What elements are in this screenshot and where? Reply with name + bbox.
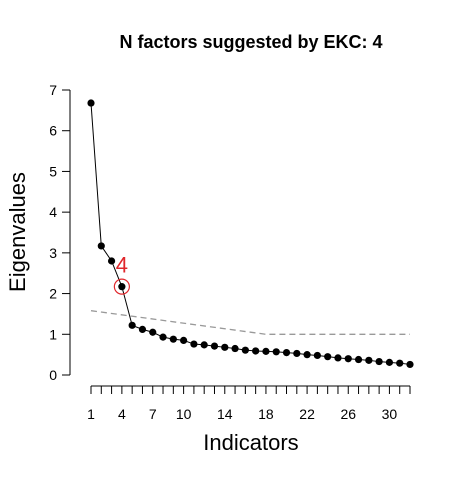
data-point: [334, 354, 342, 362]
data-point: [406, 360, 414, 369]
data-point: [149, 328, 157, 336]
x-tick-label: 30: [382, 406, 398, 422]
data-point: [210, 342, 219, 350]
y-tick-label: 0: [49, 367, 57, 383]
x-tick-label: 14: [217, 406, 233, 422]
x-axis: 1 4 7 10 14 18 22 26 30: [87, 385, 411, 422]
x-tick-label: 22: [299, 406, 315, 422]
data-point: [396, 359, 404, 367]
annotation-label: 4: [116, 253, 128, 278]
data-point: [231, 344, 239, 353]
data-point: [375, 357, 383, 366]
data-point: [252, 347, 260, 355]
y-tick-label: 5: [49, 163, 57, 179]
series-layer: [87, 99, 414, 369]
data-point: [262, 347, 270, 355]
data-point: [385, 358, 394, 366]
reference-line: [90, 310, 410, 335]
x-tick-label: 4: [118, 406, 126, 422]
y-tick-label: 7: [49, 82, 57, 98]
chart-title: N factors suggested by EKC: 4: [119, 32, 382, 52]
series-line: [90, 102, 411, 365]
x-axis-label: Indicators: [203, 430, 298, 455]
data-point: [159, 333, 167, 341]
data-point: [303, 351, 311, 359]
y-axis: 0 1 2 3 4 5 6 7: [49, 82, 71, 383]
data-point: [293, 349, 301, 358]
data-point: [221, 343, 229, 351]
annotation-marker: [113, 278, 130, 295]
x-tick-label: 1: [87, 406, 95, 422]
data-point: [344, 355, 352, 363]
data-point: [313, 351, 321, 360]
data-point: [118, 283, 126, 291]
data-point: [282, 349, 291, 357]
y-tick-label: 2: [49, 286, 57, 302]
data-point: [365, 356, 373, 364]
x-tick-label: 18: [258, 406, 274, 422]
data-point: [128, 321, 136, 329]
y-tick-label: 6: [49, 123, 57, 139]
data-point: [87, 99, 95, 107]
x-tick-label: 10: [176, 406, 192, 422]
data-point: [107, 257, 116, 265]
y-tick-label: 4: [49, 204, 57, 220]
data-point: [200, 341, 208, 349]
data-point: [241, 346, 249, 354]
data-point: [169, 335, 177, 343]
data-point: [138, 325, 147, 333]
data-point: [272, 348, 280, 356]
data-point: [97, 242, 105, 250]
data-point: [354, 355, 363, 364]
y-tick-label: 3: [49, 245, 57, 261]
data-point: [324, 353, 332, 361]
annotation-layer: 4: [113, 253, 130, 295]
x-tick-label: 26: [340, 406, 356, 422]
y-tick-label: 1: [49, 326, 57, 342]
x-tick-label: 7: [149, 406, 157, 422]
data-point: [190, 340, 198, 348]
data-point: [180, 336, 188, 344]
y-axis-label: Eigenvalues: [5, 172, 30, 292]
